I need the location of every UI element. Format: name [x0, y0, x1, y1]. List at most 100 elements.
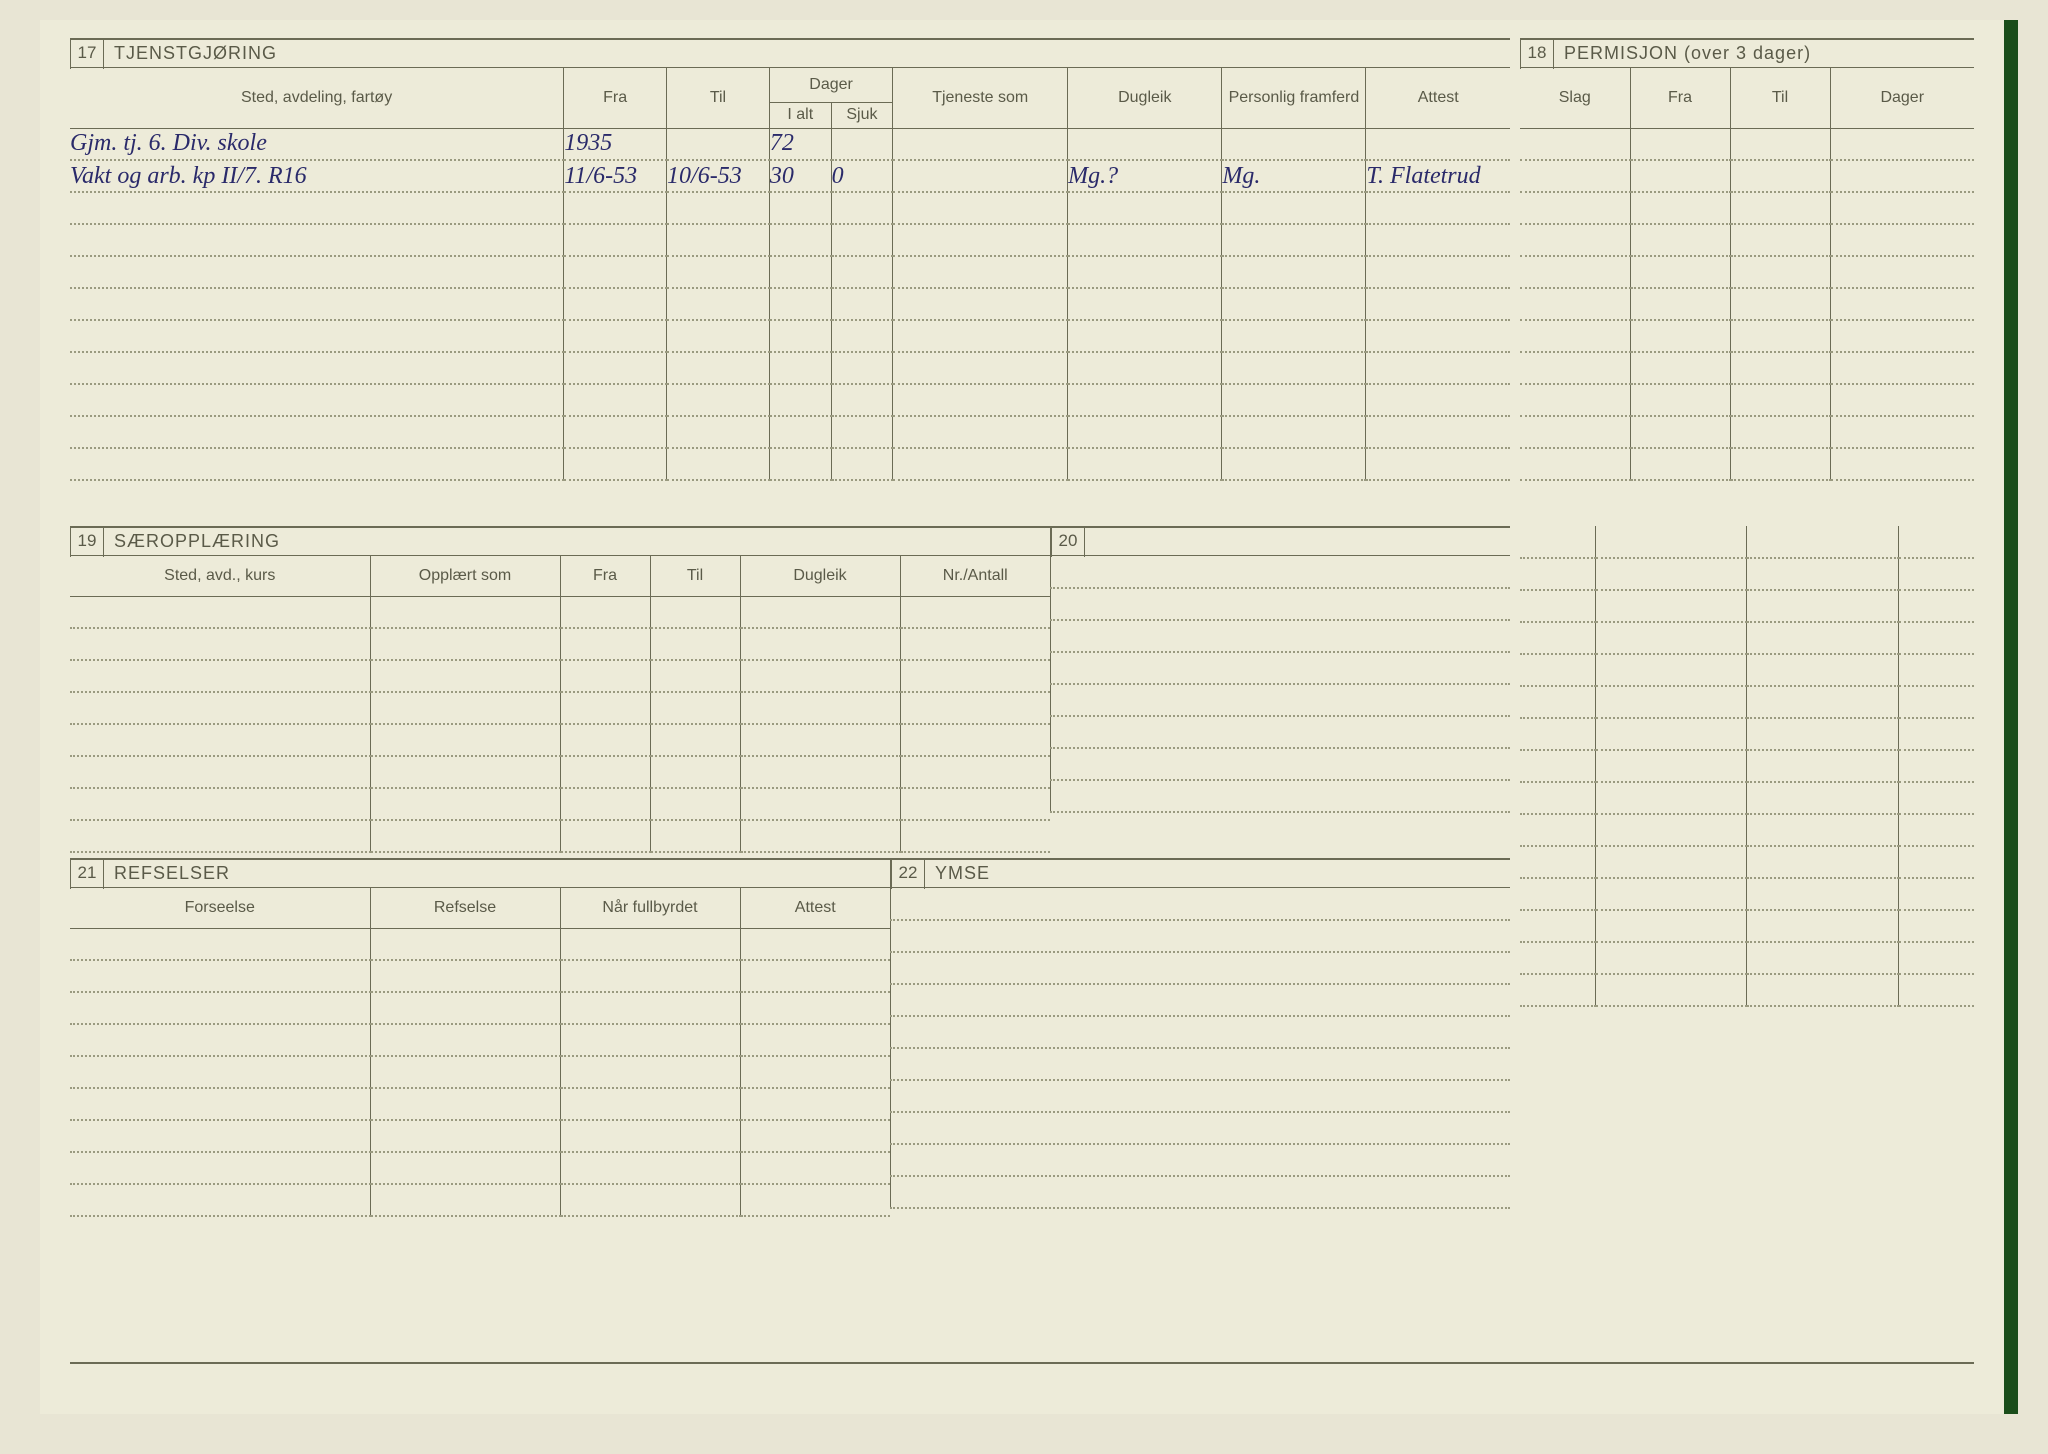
table-cell — [1747, 910, 1898, 942]
section-17-tjenstgjoring: 17 TJENSTGJØRING Sted, avdeling, fartøy … — [70, 38, 1510, 481]
table-cell — [891, 1112, 1511, 1144]
table-cell — [1730, 352, 1830, 384]
form-inner: 17 TJENSTGJØRING Sted, avdeling, fartøy … — [70, 38, 1974, 1404]
table-cell — [1366, 320, 1510, 352]
table-row — [1520, 288, 1974, 320]
table-cell — [1222, 320, 1366, 352]
table-cell — [740, 1184, 890, 1216]
table-row — [891, 920, 1511, 952]
table-cell — [370, 692, 560, 724]
table-cell — [70, 352, 564, 384]
table-cell — [1068, 224, 1222, 256]
table-cell — [1520, 160, 1630, 192]
table-cell — [650, 660, 740, 692]
table-row — [70, 192, 1510, 224]
table-cell — [831, 192, 893, 224]
table-row — [1520, 558, 1974, 590]
table-cell — [740, 756, 900, 788]
table-row — [1520, 448, 1974, 480]
table-cell — [1051, 556, 1511, 588]
table-row — [70, 724, 1050, 756]
table-cell — [560, 660, 650, 692]
table-cell — [1747, 750, 1898, 782]
table-cell — [70, 1056, 370, 1088]
table-cell — [1630, 288, 1730, 320]
table-cell — [1596, 686, 1747, 718]
table-cell — [1596, 558, 1747, 590]
table-cell — [1630, 352, 1730, 384]
table-row — [1520, 750, 1974, 782]
table-row — [70, 1184, 890, 1216]
table-cell — [740, 724, 900, 756]
table-cell — [1730, 288, 1830, 320]
table-cell — [891, 888, 1511, 920]
table-cell — [831, 352, 893, 384]
table-cell — [1898, 814, 1974, 846]
section-number-19: 19 — [70, 527, 104, 557]
table-cell — [893, 160, 1068, 192]
table-row — [1520, 910, 1974, 942]
table-cell — [1830, 288, 1974, 320]
table-cell — [891, 1080, 1511, 1112]
table-cell — [560, 756, 650, 788]
table-cell — [1520, 718, 1596, 750]
table-row — [70, 692, 1050, 724]
table-cell — [1596, 878, 1747, 910]
table-cell — [70, 660, 370, 692]
table-row — [70, 416, 1510, 448]
table-row — [891, 952, 1511, 984]
table-cell — [667, 128, 770, 160]
table-cell — [740, 1024, 890, 1056]
table-cell — [740, 992, 890, 1024]
table-cell — [769, 416, 831, 448]
table-cell — [900, 660, 1050, 692]
table-cell — [1520, 974, 1596, 1006]
table-cell: 0 — [831, 160, 893, 192]
table-cell — [370, 1088, 560, 1120]
table-cell — [564, 352, 667, 384]
table-cell — [370, 1152, 560, 1184]
section-17-header: 17 TJENSTGJØRING — [70, 38, 1510, 68]
table-cell — [1730, 448, 1830, 480]
table-cell — [1366, 256, 1510, 288]
col-til18: Til — [1730, 68, 1830, 128]
table-cell: 11/6-53 — [564, 160, 667, 192]
table-cell — [70, 756, 370, 788]
table-row — [891, 1080, 1511, 1112]
table-row: Gjm. tj. 6. Div. skole193572 — [70, 128, 1510, 160]
table-cell — [1222, 224, 1366, 256]
table-row — [1051, 748, 1511, 780]
bottom-rule — [70, 1362, 1974, 1364]
table-cell — [769, 320, 831, 352]
table-cell: T. Flatetrud — [1366, 160, 1510, 192]
section-number-17: 17 — [70, 39, 104, 69]
table-cell — [893, 288, 1068, 320]
table-cell — [1630, 384, 1730, 416]
table-cell — [1730, 192, 1830, 224]
table-cell — [1898, 782, 1974, 814]
table-cell — [70, 596, 370, 628]
table-cell — [370, 1056, 560, 1088]
table-row — [891, 984, 1511, 1016]
table-cell — [1898, 590, 1974, 622]
handwritten-value: Vakt og arb. kp II/7. R16 — [70, 163, 307, 189]
table-cell — [1051, 780, 1511, 812]
table-row — [1520, 416, 1974, 448]
table-cell — [1068, 320, 1222, 352]
table-cell — [1520, 352, 1630, 384]
table-cell — [370, 1024, 560, 1056]
table-cell — [560, 992, 740, 1024]
section-20: 20 — [1050, 526, 1510, 813]
table-cell — [650, 756, 740, 788]
table-cell — [1520, 384, 1630, 416]
table-cell — [1630, 448, 1730, 480]
handwritten-value: 11/6-53 — [564, 163, 637, 189]
table-cell — [1830, 352, 1974, 384]
table-cell — [1520, 686, 1596, 718]
col-dugleik: Dugleik — [1068, 68, 1222, 128]
table-cell — [1068, 448, 1222, 480]
table-cell — [1630, 192, 1730, 224]
table-row — [891, 1016, 1511, 1048]
table-cell — [560, 1184, 740, 1216]
table-cell — [667, 256, 770, 288]
